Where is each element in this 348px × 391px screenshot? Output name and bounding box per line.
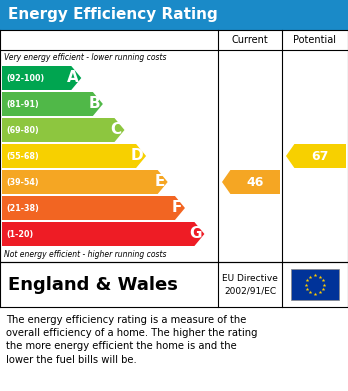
Polygon shape [2, 144, 146, 168]
Polygon shape [2, 92, 103, 116]
Text: Not energy efficient - higher running costs: Not energy efficient - higher running co… [4, 250, 166, 259]
Text: England & Wales: England & Wales [8, 276, 178, 294]
Polygon shape [2, 222, 204, 246]
Text: 67: 67 [311, 149, 329, 163]
Text: G: G [189, 226, 201, 242]
Text: (39-54): (39-54) [6, 178, 39, 187]
Polygon shape [222, 170, 280, 194]
Text: Very energy efficient - lower running costs: Very energy efficient - lower running co… [4, 53, 166, 62]
Polygon shape [2, 118, 125, 142]
Text: C: C [110, 122, 121, 138]
Text: Current: Current [232, 35, 268, 45]
Text: EU Directive: EU Directive [222, 274, 278, 283]
Text: (81-91): (81-91) [6, 99, 39, 108]
Text: (69-80): (69-80) [6, 126, 39, 135]
Text: 2002/91/EC: 2002/91/EC [224, 286, 276, 295]
Polygon shape [2, 196, 185, 220]
Text: E: E [154, 174, 165, 190]
Text: (21-38): (21-38) [6, 203, 39, 212]
Text: D: D [130, 149, 143, 163]
Text: A: A [66, 70, 78, 86]
Bar [0, 0, 348, 30]
Text: 46: 46 [246, 176, 264, 188]
Bar [291, 269, 339, 300]
Text: B: B [88, 97, 100, 111]
Text: Energy Efficiency Rating: Energy Efficiency Rating [8, 7, 218, 23]
Text: (92-100): (92-100) [6, 74, 44, 83]
Text: Potential: Potential [293, 35, 337, 45]
Polygon shape [286, 144, 346, 168]
Polygon shape [2, 170, 168, 194]
Text: The energy efficiency rating is a measure of the
overall efficiency of a home. T: The energy efficiency rating is a measur… [6, 315, 258, 364]
Polygon shape [2, 66, 81, 90]
Text: (1-20): (1-20) [6, 230, 33, 239]
Text: (55-68): (55-68) [6, 151, 39, 160]
Text: F: F [172, 201, 182, 215]
